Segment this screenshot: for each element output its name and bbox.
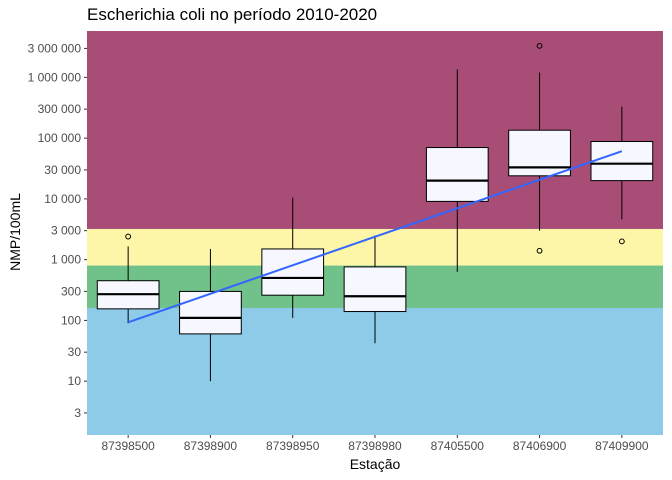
band-3 (87, 31, 663, 229)
x-axis: 87398500 87398900 87398950 87398980 87405500… (101, 435, 649, 453)
y-tick-label: 10 000 (44, 192, 81, 206)
y-tick-label: 1 000 (51, 253, 81, 267)
box-series (96, 42, 654, 382)
y-tick-label: 300 000 (38, 102, 82, 116)
y-tick-label: 30 000 (44, 163, 81, 177)
y-tick-label: 3 000 000 (28, 41, 82, 55)
y-tick-label: 30 (68, 345, 82, 359)
box-87409900 (590, 106, 654, 245)
box-body (425, 147, 489, 202)
box-87398900 (179, 248, 242, 382)
box-87405500 (425, 69, 489, 272)
x-axis-title: Estação (350, 456, 401, 472)
quality-bands (87, 31, 663, 435)
x-tick-label: 87398950 (266, 439, 320, 453)
y-tick-label: 3 (74, 406, 81, 420)
y-axis: 3 10 30 100 300 1 000 3 000 10 000 30 000 100 000… (28, 41, 87, 420)
x-tick-label: 87409900 (595, 439, 649, 453)
y-tick-label: 300 (61, 284, 81, 298)
y-tick-label: 100 (61, 313, 81, 327)
outlier-point (536, 42, 543, 49)
outlier-point (125, 233, 132, 240)
x-tick-label: 87398980 (348, 439, 402, 453)
y-axis-title: NMP/100mL (7, 193, 23, 271)
x-tick-label: 87398900 (184, 439, 238, 453)
y-tick-label: 100 000 (38, 131, 82, 145)
box-87398980 (343, 235, 407, 344)
y-tick-label: 3 000 (51, 224, 81, 238)
trend-line (127, 150, 623, 324)
box-87406900 (508, 42, 571, 254)
trend-line-group (127, 150, 623, 324)
y-tick-label: 1 000 000 (28, 70, 82, 84)
x-tick-label: 87398500 (101, 439, 155, 453)
x-tick-label: 87405500 (431, 439, 485, 453)
box-body (508, 129, 571, 177)
outlier-point (618, 238, 625, 245)
outlier-point (536, 247, 543, 254)
box-body (343, 266, 407, 313)
box-body (590, 141, 654, 182)
chart-title: Escherichia coli no período 2010-2020 (87, 5, 378, 24)
y-tick-label: 10 (68, 374, 82, 388)
box-87398500 (96, 233, 160, 324)
box-body (179, 290, 242, 335)
x-tick-label: 87406900 (513, 439, 567, 453)
